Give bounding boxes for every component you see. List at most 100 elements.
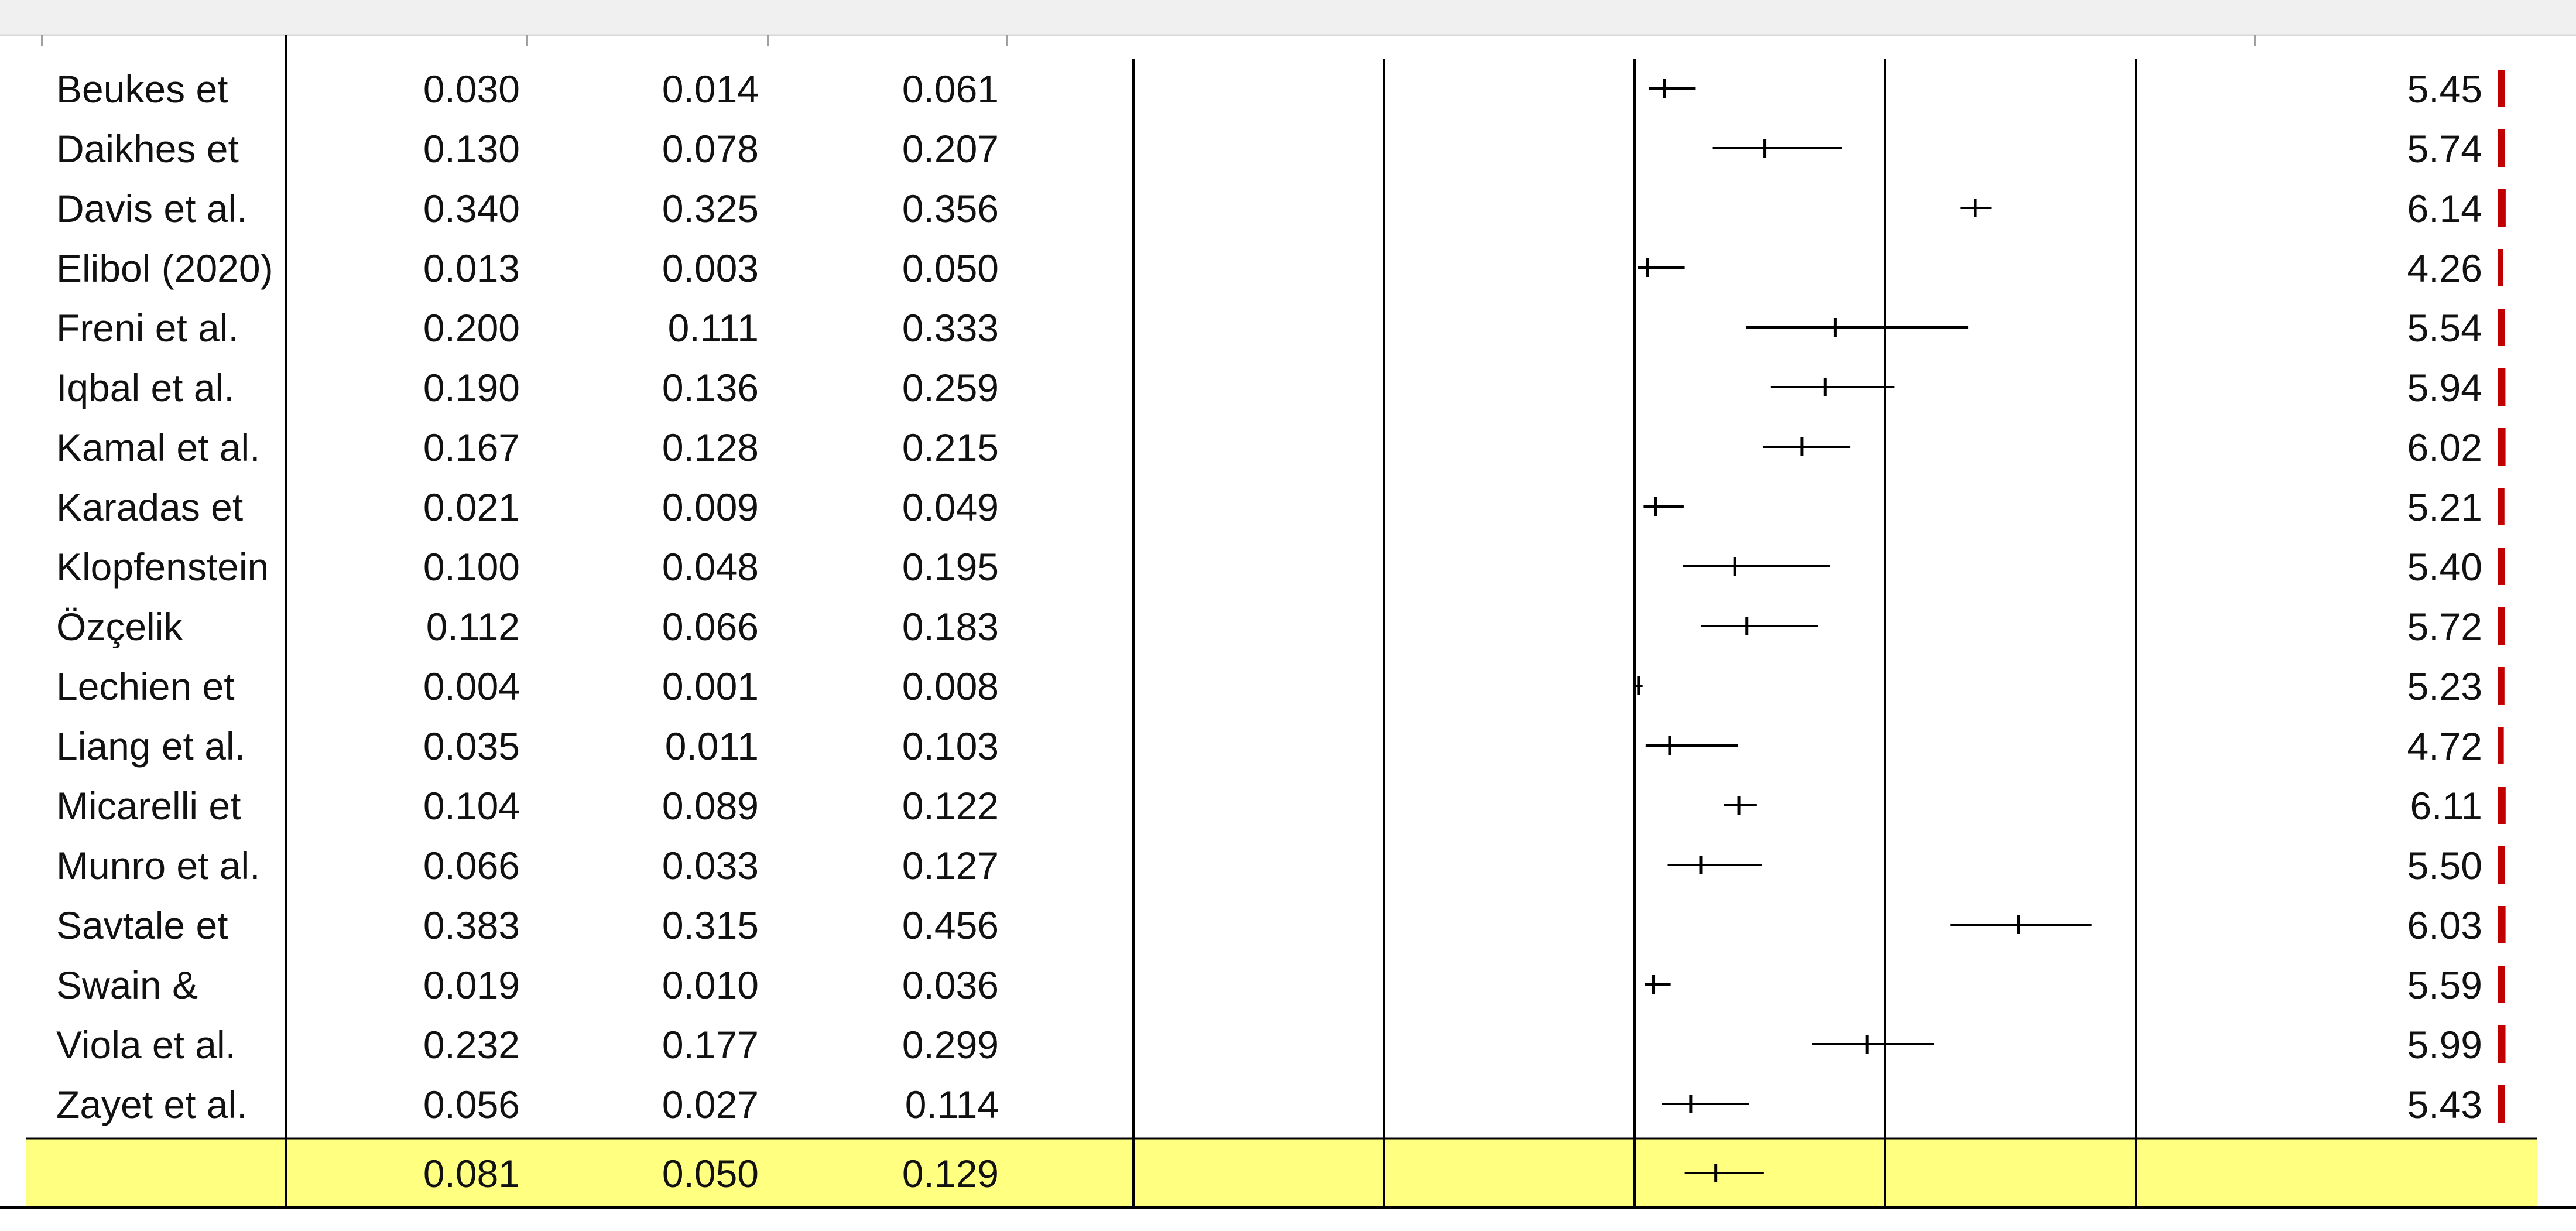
study-name: Savtale et [56, 904, 228, 947]
upper-limit: 0.456 [902, 904, 999, 947]
event-rate: 0.167 [423, 426, 520, 469]
weight-bar [2498, 966, 2505, 1003]
lower-limit: 0.089 [662, 784, 759, 827]
lower-limit: 0.066 [662, 605, 759, 648]
lower-limit: 0.315 [662, 904, 759, 947]
relative-weight: 5.50 [2407, 844, 2482, 887]
upper-limit: 0.195 [902, 545, 999, 589]
weight-bar [2498, 1085, 2505, 1123]
summary-upper-limit: 0.129 [902, 1152, 999, 1195]
lower-limit: 0.078 [662, 127, 759, 170]
table-row: Lechien et 0.004 0.001 0.008 5.23 [56, 665, 2505, 708]
lower-limit: 0.001 [662, 665, 759, 708]
study-name: Elibol (2020) [56, 247, 273, 290]
event-rate: 0.035 [423, 724, 520, 768]
upper-limit: 0.356 [902, 187, 999, 230]
upper-limit: 0.114 [905, 1083, 999, 1126]
weight-bar [2498, 846, 2505, 884]
weight-bar [2498, 1025, 2506, 1063]
weight-bar [2498, 548, 2505, 585]
event-rate: 0.004 [423, 665, 520, 708]
relative-weight: 5.21 [2407, 485, 2482, 529]
relative-weight: 5.54 [2407, 306, 2482, 350]
study-name: Munro et al. [56, 844, 261, 887]
table-row: Savtale et 0.383 0.315 0.456 6.03 [56, 904, 2506, 947]
study-name: Daikhes et [56, 127, 239, 170]
lower-limit: 0.325 [662, 187, 759, 230]
table-row: Iqbal et al. 0.190 0.136 0.259 5.94 [56, 366, 2506, 409]
event-rate: 0.013 [423, 247, 520, 290]
table-row: Beukes et 0.030 0.014 0.061 5.45 [56, 67, 2505, 111]
event-rate: 0.066 [423, 844, 520, 887]
event-rate: 0.383 [423, 904, 520, 947]
table-row: Karadas et 0.021 0.009 0.049 5.21 [56, 485, 2505, 529]
lower-limit: 0.010 [662, 963, 759, 1007]
event-rate: 0.021 [423, 485, 520, 529]
event-rate: 0.056 [423, 1083, 520, 1126]
study-name: Micarelli et [56, 784, 241, 827]
event-rate: 0.130 [423, 127, 520, 170]
header-bar [0, 0, 2576, 35]
relative-weight: 5.40 [2407, 545, 2482, 589]
table-row: Elibol (2020) 0.013 0.003 0.050 4.26 [56, 247, 2503, 290]
relative-weight: 5.45 [2407, 67, 2482, 111]
study-name: Karadas et [56, 485, 243, 529]
lower-limit: 0.128 [662, 426, 759, 469]
summary-row-background [26, 1138, 2537, 1208]
table-row: Freni et al. 0.200 0.111 0.333 5.54 [56, 306, 2505, 350]
lower-limit: 0.011 [665, 724, 759, 768]
weight-bar [2498, 189, 2506, 227]
upper-limit: 0.122 [902, 784, 999, 827]
upper-limit: 0.215 [902, 426, 999, 469]
event-rate: 0.100 [423, 545, 520, 589]
weight-bar [2498, 667, 2505, 705]
table-row: Swain & 0.019 0.010 0.036 5.59 [56, 963, 2505, 1007]
table-row: Viola et al. 0.232 0.177 0.299 5.99 [56, 1023, 2506, 1066]
table-row: Klopfenstein 0.100 0.048 0.195 5.40 [56, 545, 2505, 589]
study-name: Swain & [56, 963, 198, 1007]
upper-limit: 0.259 [902, 366, 999, 409]
relative-weight: 5.94 [2407, 366, 2482, 409]
relative-weight: 6.11 [2410, 784, 2482, 827]
table-row: Özçelik 0.112 0.066 0.183 5.72 [56, 605, 2505, 648]
weight-bar [2498, 607, 2505, 645]
table-row: Zayet et al. 0.056 0.027 0.114 5.43 [56, 1083, 2505, 1126]
relative-weight: 5.59 [2407, 963, 2482, 1007]
study-name: Kamal et al. [56, 426, 261, 469]
weight-bar [2498, 428, 2506, 466]
upper-limit: 0.036 [902, 963, 999, 1007]
table-row: Micarelli et 0.104 0.089 0.122 6.11 [56, 784, 2506, 827]
event-rate: 0.019 [423, 963, 520, 1007]
study-name: Viola et al. [56, 1023, 236, 1066]
upper-limit: 0.061 [902, 67, 999, 111]
table-row: Kamal et al. 0.167 0.128 0.215 6.02 [56, 426, 2506, 469]
weight-bar [2498, 249, 2503, 286]
event-rate: 0.232 [423, 1023, 520, 1066]
study-name: Zayet et al. [56, 1083, 248, 1126]
summary-event-rate: 0.081 [423, 1152, 520, 1195]
event-rate: 0.190 [423, 366, 520, 409]
lower-limit: 0.014 [662, 67, 759, 111]
table-row: Davis et al. 0.340 0.325 0.356 6.14 [56, 187, 2506, 230]
upper-limit: 0.333 [902, 306, 999, 350]
table-row: Liang et al. 0.035 0.011 0.103 4.72 [56, 724, 2504, 768]
event-rate: 0.104 [423, 784, 520, 827]
relative-weight: 6.02 [2407, 426, 2482, 469]
summary-lower-limit: 0.050 [662, 1152, 759, 1195]
study-name: Iqbal et al. [56, 366, 235, 409]
weight-bar [2498, 368, 2506, 406]
upper-limit: 0.207 [902, 127, 999, 170]
study-rows: Beukes et 0.030 0.014 0.061 5.45 Daikhes et 0.… [56, 67, 2506, 1126]
relative-weight: 4.26 [2407, 247, 2482, 290]
upper-limit: 0.008 [902, 665, 999, 708]
relative-weight: 5.74 [2407, 127, 2482, 170]
lower-limit: 0.136 [662, 366, 759, 409]
relative-weight: 5.23 [2407, 665, 2482, 708]
lower-limit: 0.003 [662, 247, 759, 290]
event-rate: 0.340 [423, 187, 520, 230]
weight-bar [2498, 129, 2505, 167]
study-name: Beukes et [56, 67, 228, 111]
lower-limit: 0.048 [662, 545, 759, 589]
study-name: Freni et al. [56, 306, 239, 350]
